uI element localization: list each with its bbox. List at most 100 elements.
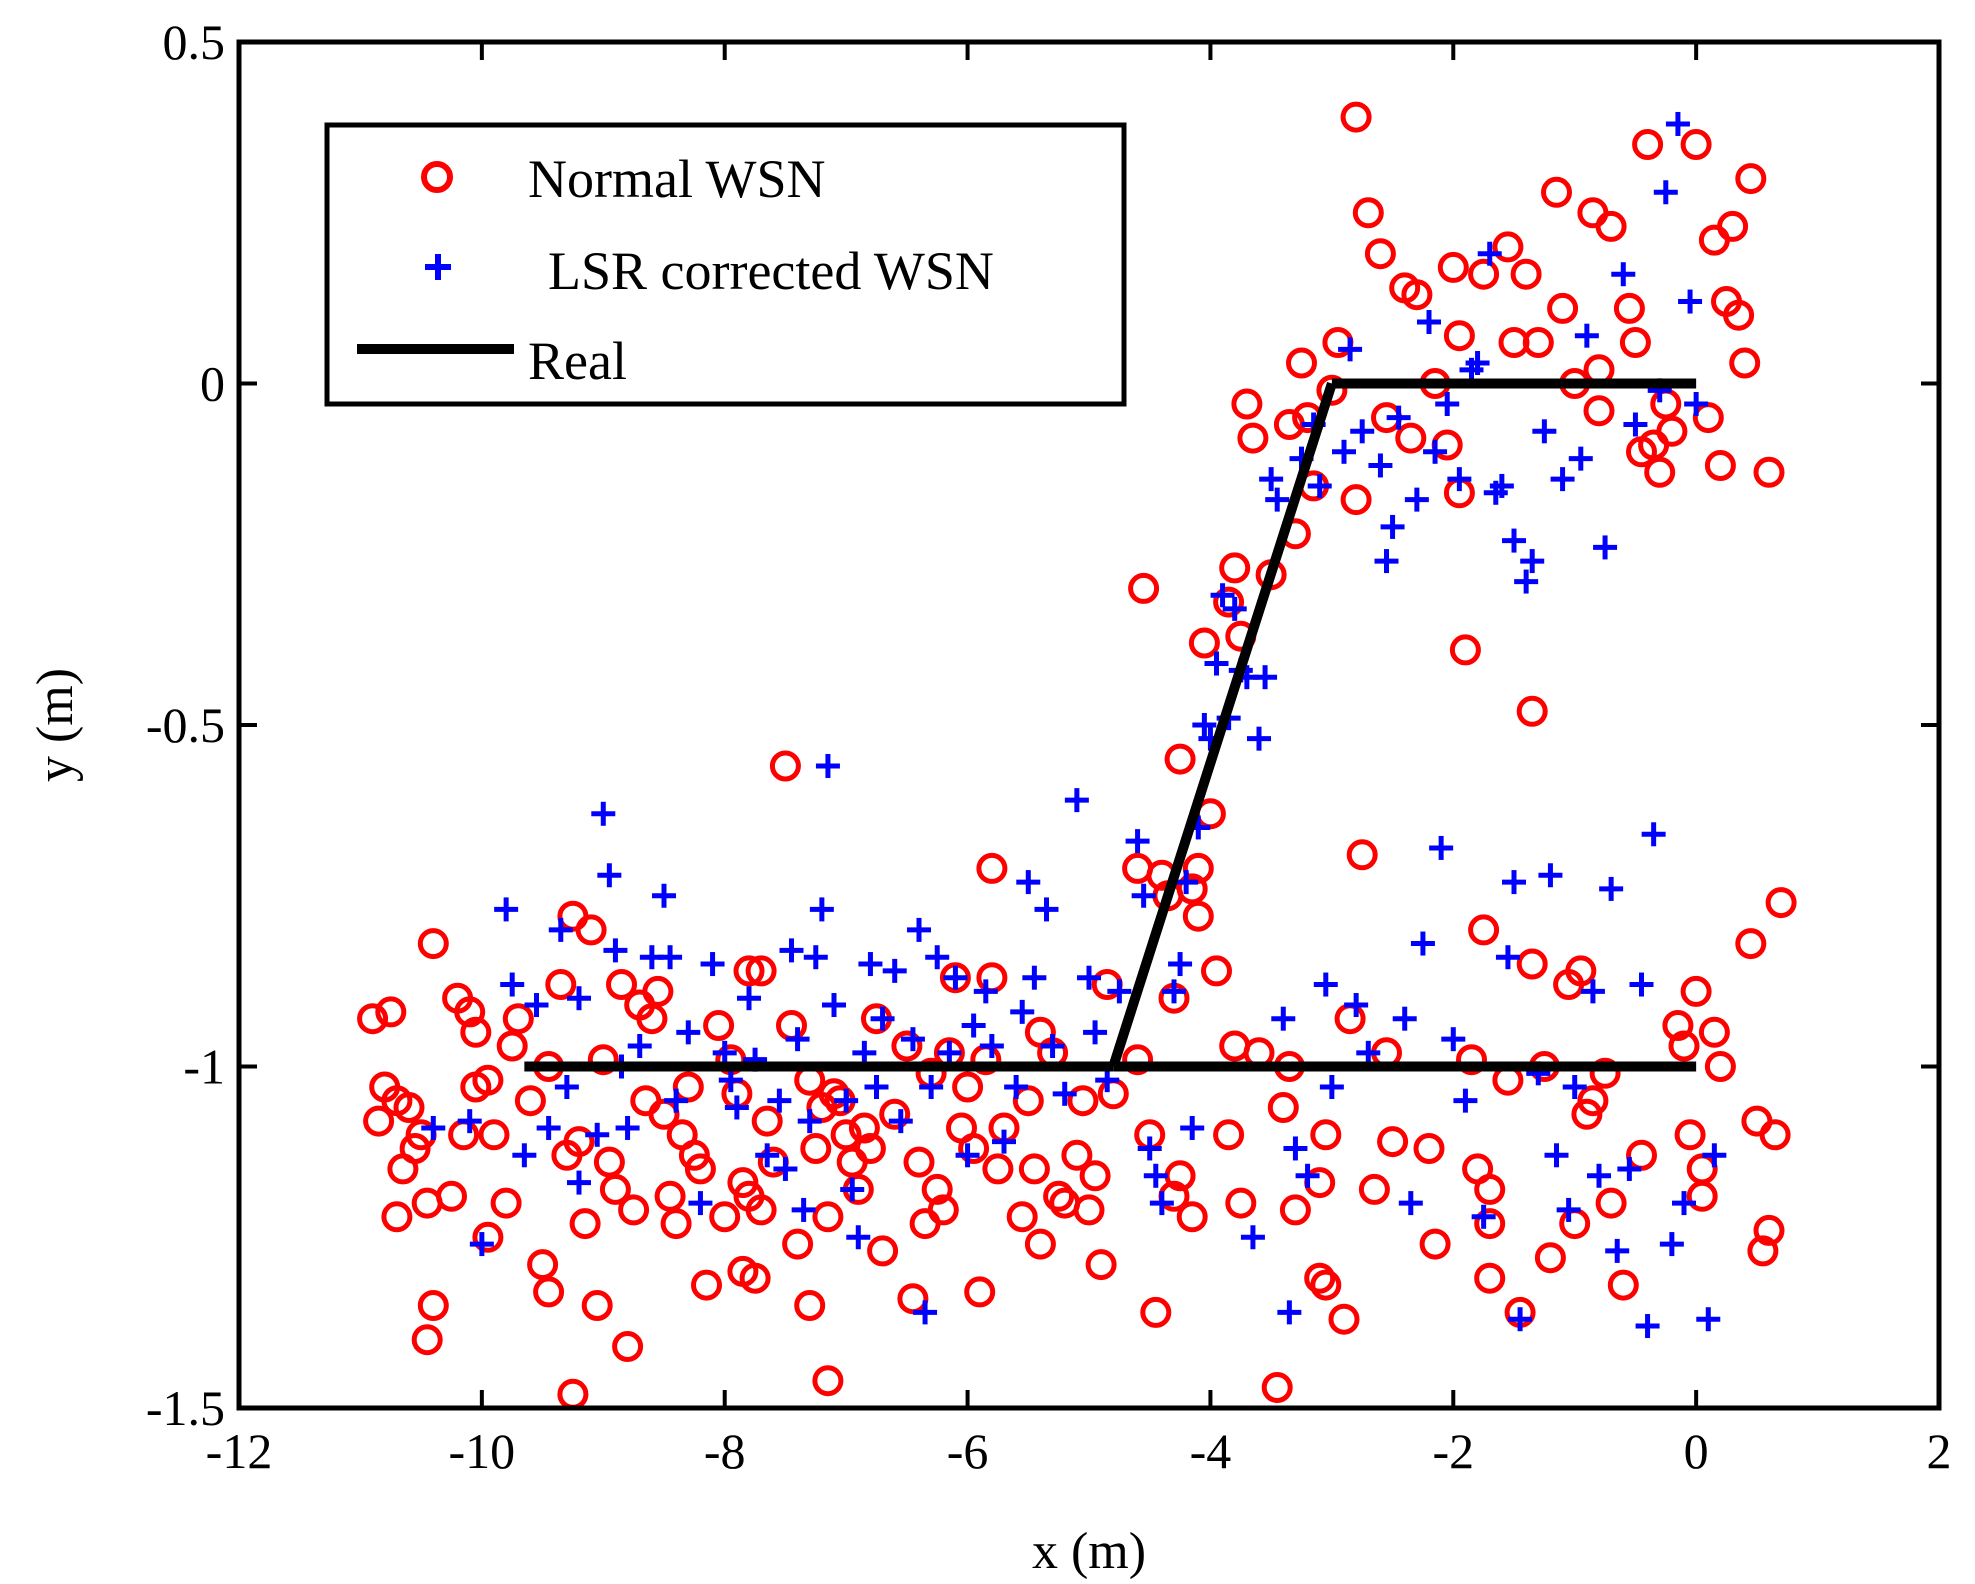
normal-wsn-point (1286, 347, 1317, 379)
normal-wsn-point (1759, 1119, 1791, 1151)
normal-wsn-point (1176, 873, 1208, 905)
normal-wsn-point (739, 1262, 771, 1294)
normal-wsn-point (1401, 279, 1433, 311)
normal-wsn-point (460, 1016, 492, 1048)
normal-wsn-point (1073, 1194, 1105, 1226)
lsr-corrected-point (512, 1143, 537, 1168)
normal-wsn-point (654, 1180, 686, 1212)
normal-wsn-point (848, 1112, 880, 1144)
lsr-corrected-point (767, 1088, 792, 1113)
lsr-corrected-point (1520, 549, 1545, 574)
normal-wsn-point (1213, 1119, 1245, 1151)
lsr-corrected-point (1253, 665, 1278, 690)
lsr-corrected-point (973, 979, 998, 1004)
normal-wsn-point (1352, 197, 1384, 229)
lsr-corrected-point (1629, 972, 1654, 997)
lsr-corrected-point (1004, 1074, 1029, 1099)
lsr-corrected-point (907, 917, 931, 942)
lsr-corrected-point (688, 1191, 713, 1216)
normal-wsn-point (1043, 1180, 1075, 1212)
normal-wsn-point (1668, 1030, 1700, 1062)
normal-wsn-point (1632, 129, 1664, 160)
normal-wsn-point (1613, 292, 1645, 324)
normal-wsn-point (393, 1092, 425, 1123)
y-tick-label: -1 (183, 1039, 225, 1095)
normal-wsn-point (1085, 1249, 1117, 1281)
normal-wsn-point (1516, 948, 1548, 980)
normal-wsn-point (563, 1126, 595, 1158)
normal-wsn-point (1310, 1119, 1342, 1151)
lsr-corrected-point (1095, 1068, 1120, 1093)
normal-wsn-point (769, 750, 801, 782)
normal-wsn-point (1267, 1092, 1299, 1123)
normal-wsn-point (502, 1003, 534, 1035)
lsr-corrected-point (1137, 1136, 1162, 1161)
normal-wsn-point (1140, 1296, 1172, 1328)
lsr-corrected-point (888, 1109, 913, 1134)
lsr-corrected-point (1350, 419, 1375, 444)
normal-wsn-point (490, 1187, 522, 1219)
normal-wsn-point (1006, 1201, 1038, 1233)
normal-wsn-point (1747, 1235, 1779, 1267)
normal-wsn-point (417, 928, 449, 960)
lsr-corrected-point (1010, 999, 1035, 1024)
normal-wsn-point (867, 1235, 899, 1267)
lsr-corrected-point (1077, 965, 1101, 990)
lsr-corrected-point (1052, 1081, 1077, 1106)
normal-wsn-point (1358, 1173, 1390, 1205)
normal-wsn-point (703, 1010, 735, 1041)
lsr-corrected-point (718, 1068, 743, 1093)
normal-wsn-point (1686, 1180, 1718, 1212)
lsr-corrected-point (797, 1109, 822, 1134)
lsr-corrected-point (1514, 569, 1539, 594)
normal-wsn-point (1735, 928, 1767, 960)
lsr-corrected-point (591, 801, 616, 826)
lsr-corrected-point (1544, 1143, 1569, 1168)
normal-wsn-point (1474, 1173, 1506, 1205)
normal-wsn-point (891, 1030, 923, 1062)
lsr-corrected-point (937, 1040, 962, 1065)
normal-wsn-point (1316, 374, 1348, 406)
lsr-corrected-point (979, 1034, 1004, 1059)
lsr-corrected-point (1022, 965, 1047, 990)
normal-wsn-point (927, 1194, 959, 1226)
lsr-corrected-point (1502, 528, 1526, 553)
lsr-corrected-point (900, 1027, 925, 1052)
normal-wsn-point (1079, 1160, 1111, 1192)
lsr-corrected-point (1368, 453, 1393, 478)
lsr-corrected-point (858, 952, 883, 977)
normal-wsn-point (1419, 1228, 1451, 1260)
normal-wsn-point (1201, 955, 1232, 987)
lsr-corrected-point (567, 1170, 591, 1195)
lsr-corrected-point (597, 863, 622, 888)
normal-wsn-point (1182, 852, 1214, 884)
lsr-corrected-point (1192, 713, 1217, 737)
legend-label-lsr-corrected-wsn: LSR corrected WSN (548, 241, 994, 301)
lsr-corrected-point (1283, 1136, 1308, 1161)
lsr-corrected-point (1386, 405, 1411, 430)
lsr-corrected-point (803, 945, 828, 970)
normal-wsn-point (964, 1276, 996, 1308)
lsr-corrected-point (1259, 467, 1284, 492)
lsr-corrected-point (585, 1122, 610, 1147)
lsr-corrected-point (700, 952, 725, 977)
lsr-corrected-point (846, 1225, 871, 1250)
normal-wsn-point (1510, 258, 1542, 290)
normal-wsn-point (1577, 1085, 1609, 1117)
normal-wsn-point (1680, 975, 1712, 1007)
lsr-corrected-point (1332, 439, 1356, 464)
normal-wsn-point (1279, 1194, 1311, 1226)
lsr-corrected-point (652, 883, 676, 908)
normal-wsn-point (1644, 456, 1676, 488)
tick-labels: -12 -10 -8 -6 -4 -2 0 2 -1.5 -1 -0.5 0 0.5 (146, 14, 1952, 1479)
normal-wsn-point (830, 1119, 862, 1151)
lsr-corrected-point (1502, 870, 1526, 895)
normal-wsn-point (375, 996, 407, 1028)
lsr-corrected-point (834, 1088, 859, 1113)
normal-wsn-point (1456, 1044, 1487, 1076)
lsr-corrected-point (1593, 535, 1618, 560)
lsr-corrected-point (664, 1088, 689, 1113)
normal-wsn-point (618, 1194, 650, 1226)
lsr-corrected-point (1247, 726, 1271, 751)
normal-wsn-point (733, 955, 765, 987)
